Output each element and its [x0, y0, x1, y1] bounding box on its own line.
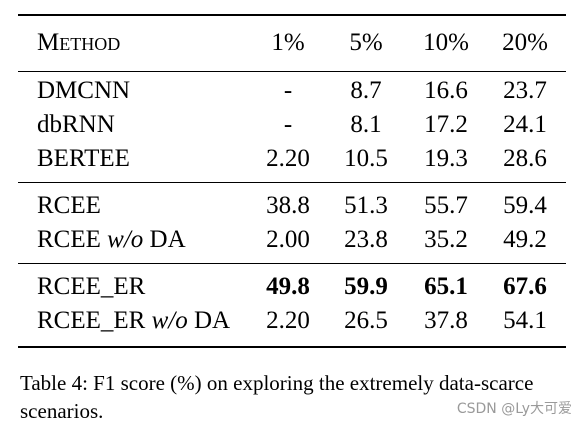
row-dmcnn-10pct: 16.6 — [424, 77, 468, 104]
row-rcee-er-wo-da-20pct: 54.1 — [503, 307, 547, 334]
table-top-rule — [18, 14, 566, 16]
row-dbrnn-5pct: 8.1 — [350, 111, 382, 138]
row-rcee-wo-da-5pct: 23.8 — [344, 226, 388, 253]
method-italic: w/o — [107, 226, 144, 253]
row-dmcnn-20pct: 23.7 — [503, 77, 547, 104]
header-col-10pct: 10% — [423, 29, 469, 56]
row-rcee-wo-da-10pct: 35.2 — [424, 226, 468, 253]
header-col-5pct: 5% — [349, 29, 383, 56]
row-rcee-er-wo-da-5pct: 26.5 — [344, 307, 388, 334]
header-method: Method — [37, 29, 121, 56]
method-suffix: DA — [187, 307, 231, 334]
table-bottom-rule — [18, 346, 566, 348]
row-rcee-er-wo-da-method: RCEE_ER w/o DA — [37, 306, 230, 336]
row-dbrnn-10pct: 17.2 — [424, 111, 468, 138]
row-rcee-er-10pct: 65.1 — [424, 273, 468, 300]
table-group-rule-1 — [18, 182, 566, 183]
method-prefix: RCEE — [37, 226, 108, 253]
row-bertee-method: BERTEE — [37, 145, 130, 172]
table-header-rule — [18, 71, 566, 72]
row-dmcnn-method: DMCNN — [37, 77, 131, 104]
row-rcee-20pct: 59.4 — [503, 192, 547, 219]
method-prefix: RCEE_ER — [37, 307, 152, 334]
row-dbrnn-method: dbRNN — [37, 111, 115, 138]
row-bertee-10pct: 19.3 — [424, 145, 468, 172]
watermark: CSDN @Ly大可爱 — [456, 401, 572, 417]
row-dmcnn-1pct: - — [283, 77, 293, 104]
row-rcee-method: RCEE — [37, 192, 101, 219]
row-rcee-wo-da-20pct: 49.2 — [503, 226, 547, 253]
row-bertee-5pct: 10.5 — [344, 145, 388, 172]
row-dbrnn-1pct: - — [283, 111, 293, 138]
row-rcee-10pct: 55.7 — [424, 192, 468, 219]
row-dmcnn-5pct: 8.7 — [350, 77, 382, 104]
row-dbrnn-20pct: 24.1 — [503, 111, 547, 138]
row-rcee-5pct: 51.3 — [344, 192, 388, 219]
header-col-1pct: 1% — [271, 29, 305, 56]
row-rcee-er-20pct: 67.6 — [503, 273, 547, 300]
table-caption: Table 4: F1 score (%) on exploring the e… — [20, 371, 534, 423]
row-rcee-er-1pct: 49.8 — [266, 273, 310, 300]
row-bertee-20pct: 28.6 — [503, 145, 547, 172]
row-rcee-1pct: 38.8 — [266, 192, 310, 219]
method-suffix: DA — [143, 226, 186, 253]
method-italic: w/o — [151, 307, 188, 334]
row-rcee-er-wo-da-10pct: 37.8 — [424, 307, 468, 334]
row-rcee-er-5pct: 59.9 — [344, 273, 388, 300]
row-rcee-wo-da-method: RCEE w/o DA — [37, 225, 186, 255]
row-rcee-er-method: RCEE_ER — [37, 273, 146, 300]
row-rcee-wo-da-1pct: 2.00 — [266, 226, 310, 253]
row-rcee-er-wo-da-1pct: 2.20 — [266, 307, 310, 334]
row-bertee-1pct: 2.20 — [266, 145, 310, 172]
table-group-rule-2 — [18, 263, 566, 264]
header-col-20pct: 20% — [502, 29, 548, 56]
